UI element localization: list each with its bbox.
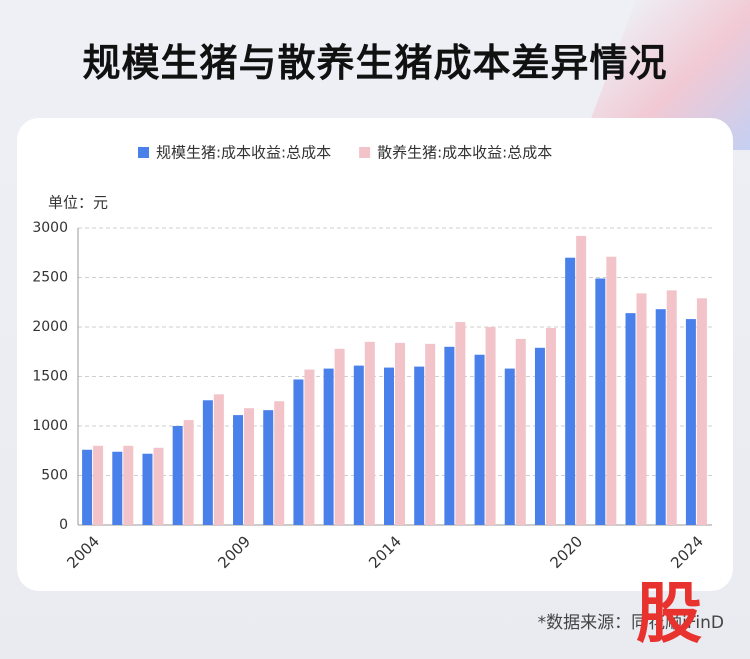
bar [334,348,345,525]
bar [293,379,304,525]
y-tick-label: 2500 [32,270,68,286]
bar [202,400,213,525]
legend-label: 规模生猪:成本收益:总成本 [156,144,331,162]
logo: 股 [636,575,702,652]
bar [304,369,315,525]
bar [655,309,666,525]
bar [414,366,425,525]
y-tick-label: 1000 [32,418,68,434]
source-note: *数据来源：同花顺iFinD [537,613,724,633]
bar [534,347,545,525]
bar [183,420,194,525]
bar [625,313,636,525]
y-tick-label: 2000 [32,319,68,335]
bar [504,368,515,525]
bar [636,293,647,525]
bar [696,298,707,525]
bar [233,415,244,525]
chart-title: 规模生猪与散养生猪成本差异情况 [82,41,668,85]
bar [153,447,164,525]
bar [474,354,485,525]
legend-swatch [359,147,371,158]
x-tick-label: 2014 [365,532,405,572]
bar [565,257,576,525]
bar [606,256,617,525]
legend-swatch [138,147,149,158]
bar [545,327,556,525]
x-tick-label: 2009 [214,532,254,572]
bar [353,365,364,525]
y-axis-unit: 单位：元 [48,194,108,212]
bar [323,368,334,525]
x-tick-label: 2004 [63,532,103,572]
x-tick-label: 2020 [546,532,586,572]
bar [444,346,455,525]
bar [123,445,134,525]
bar [82,449,93,525]
y-tick-label: 3000 [32,220,68,236]
bar [485,327,496,525]
y-tick-label: 500 [41,468,68,484]
bar [274,401,285,525]
y-tick-label: 0 [59,517,68,533]
bar [395,342,405,525]
legend-label: 散养生猪:成本收益:总成本 [377,144,552,162]
bar [666,290,677,525]
y-tick-label: 1500 [32,369,68,385]
bar [384,367,394,525]
bar [425,343,436,525]
bar [172,426,183,525]
bar [263,410,274,525]
bar [455,322,466,525]
bar [244,408,255,525]
bar [364,341,375,525]
bar [595,278,606,525]
bar [112,451,123,525]
bar [515,338,526,525]
bar [685,319,696,525]
bar [213,394,224,525]
bar [576,235,587,526]
bar [142,453,153,525]
bar [93,445,104,525]
